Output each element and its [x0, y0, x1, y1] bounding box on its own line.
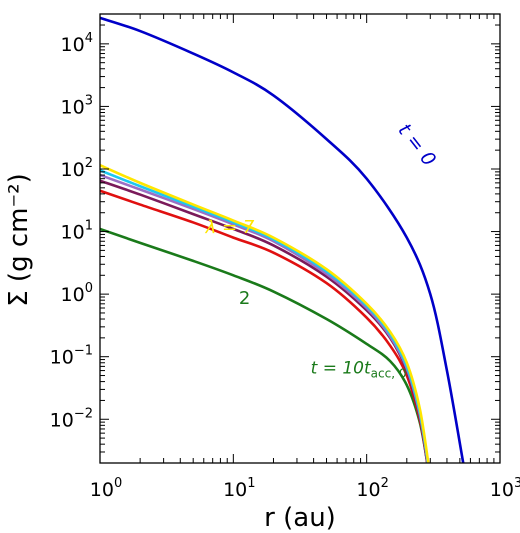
label-two: 2 — [239, 288, 250, 309]
x-tick-label-base: 10 — [490, 479, 514, 501]
y-tick-label-base: 10 — [61, 222, 85, 244]
series-line-2 — [100, 227, 429, 463]
x-tick-label: 103 — [490, 476, 520, 501]
y-tick-label-exp: 0 — [85, 281, 93, 296]
y-tick-label-exp: 1 — [85, 219, 93, 234]
label-tacc-main: t = 10t — [311, 358, 372, 378]
curves — [100, 16, 465, 463]
x-tick-label: 101 — [223, 476, 255, 501]
y-tick-label: 103 — [61, 93, 93, 118]
y-tick-label-base: 10 — [61, 159, 85, 181]
y-tick-label: 104 — [61, 31, 93, 56]
y-tick-label-base: 10 — [61, 34, 85, 56]
y-tick-label: 10−2 — [50, 406, 93, 431]
plot-frame — [99, 13, 501, 464]
ticks — [99, 13, 501, 464]
label-tacc-sub: acc, 0 — [371, 366, 407, 380]
y-tick-label-exp: −1 — [74, 344, 93, 359]
label-t0: t = 0 — [393, 120, 440, 171]
y-tick-label: 100 — [61, 281, 93, 306]
y-tick-label-base: 10 — [50, 347, 74, 369]
annotations: t = 0 λ = 7 2 t = 10tacc, 0 — [205, 120, 440, 381]
y-tick-label-base: 10 — [61, 96, 85, 118]
y-tick-label: 10−1 — [50, 344, 93, 369]
y-tick-label-exp: 4 — [85, 31, 93, 46]
label-lambda: λ = 7 — [205, 217, 255, 238]
series-line-7 — [100, 164, 430, 463]
x-tick-label-exp: 1 — [247, 476, 255, 491]
label-tacc: t = 10tacc, 0 — [311, 358, 407, 380]
y-tick-label-base: 10 — [50, 409, 74, 431]
y-tick-label-exp: 2 — [85, 156, 93, 171]
x-tick-label: 100 — [90, 476, 122, 501]
x-tick-label-exp: 0 — [114, 476, 122, 491]
y-tick-label-base: 10 — [61, 284, 85, 306]
x-axis-label: r (au) — [264, 503, 336, 533]
x-tick-label-base: 10 — [223, 479, 247, 501]
x-tick-label: 102 — [356, 476, 388, 501]
x-tick-label-base: 10 — [356, 479, 380, 501]
x-tick-label-exp: 3 — [514, 476, 520, 491]
x-tick-label-exp: 2 — [381, 476, 389, 491]
x-tick-label-base: 10 — [90, 479, 114, 501]
y-axis-label: Σ (g cm⁻²) — [4, 173, 34, 307]
series-line-1 — [100, 16, 465, 463]
y-tick-label-exp: −2 — [74, 406, 93, 421]
y-tick-label: 101 — [61, 219, 93, 244]
y-tick-label: 102 — [61, 156, 93, 181]
y-tick-label-exp: 3 — [85, 93, 93, 108]
